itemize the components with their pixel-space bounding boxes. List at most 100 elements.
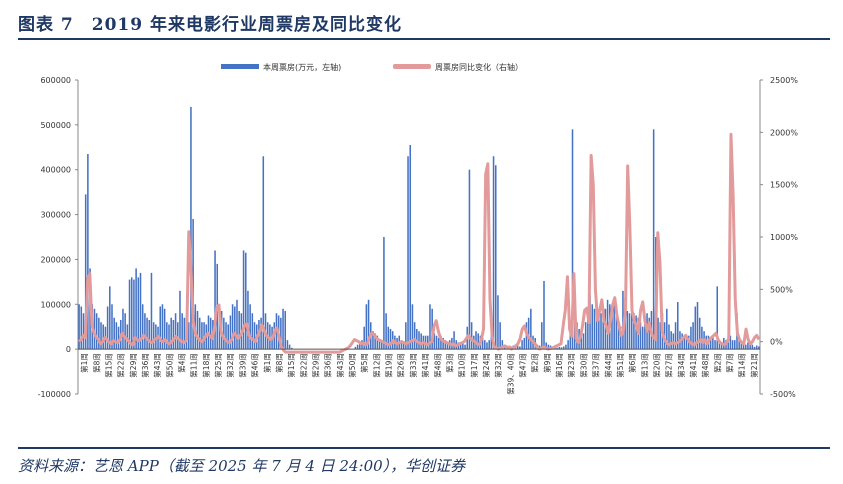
bar: [716, 286, 719, 350]
bar: [135, 268, 137, 350]
x-tick-label: 第50周: [164, 353, 174, 378]
bar: [630, 306, 633, 350]
x-tick-label: 第37周: [591, 353, 601, 378]
bar: [229, 315, 232, 350]
bar: [613, 299, 615, 350]
bar: [82, 313, 85, 350]
x-tick-label: 第4周: [177, 353, 187, 373]
legend-bar-label: 本周票房(万元，左轴): [263, 62, 341, 72]
bar: [709, 337, 712, 350]
bar: [288, 344, 291, 350]
x-tick-label: 第26周: [396, 353, 406, 378]
right-tick-label: 1500%: [770, 181, 798, 190]
bar: [236, 299, 238, 350]
bar: [98, 317, 100, 350]
bar: [464, 344, 466, 350]
bar: [95, 313, 98, 350]
left-tick-label: 0: [66, 345, 71, 354]
x-tick-label: 第30周: [578, 353, 588, 378]
right-tick-label: 2500%: [770, 76, 798, 85]
source-note: 资料来源：艺恩 APP（截至 2025 年 7 月 4 日 24:00），华创证…: [18, 457, 466, 475]
bar: [117, 326, 120, 350]
bar: [363, 326, 365, 350]
bar: [567, 340, 569, 350]
x-tick-label: 第41周: [420, 353, 430, 378]
bar: [115, 322, 118, 350]
bar: [598, 311, 600, 350]
bar: [291, 347, 293, 350]
yoy-change-line: [78, 132, 761, 354]
bar: [128, 279, 131, 350]
bar: [163, 308, 166, 350]
bar: [100, 322, 102, 350]
right-tick-label: 500%: [770, 285, 793, 294]
bar: [648, 317, 651, 350]
bar: [359, 342, 361, 350]
x-tick-label: 第36周: [140, 353, 150, 378]
right-tick-label: 2000%: [770, 128, 798, 137]
x-tick-label: 第36周: [323, 353, 333, 378]
bar: [562, 346, 565, 350]
bar: [547, 344, 550, 350]
bar: [177, 322, 179, 350]
bar: [247, 290, 249, 350]
bar: [521, 340, 523, 350]
bar: [615, 304, 618, 350]
bar: [486, 342, 488, 350]
bar: [209, 317, 212, 350]
bar: [657, 317, 659, 350]
bar: [168, 324, 170, 350]
bar: [446, 342, 449, 350]
bar: [420, 333, 422, 350]
bar: [453, 331, 455, 350]
bar: [109, 286, 111, 350]
x-tick-label: 第48周: [700, 353, 710, 378]
bar: [354, 346, 357, 350]
left-tick-label: 100000: [40, 300, 71, 309]
bar: [280, 317, 282, 350]
bar: [93, 308, 96, 350]
right-y-axis: -500% 0% 500% 1000% 1500% 2000% 2500%: [759, 76, 798, 399]
x-tick-label: 第5周: [359, 353, 369, 373]
bar: [378, 340, 381, 350]
x-tick-label: 第8周: [274, 353, 284, 373]
x-tick-label: 第32周: [493, 353, 503, 378]
x-tick-label: 第22周: [298, 353, 308, 378]
bar: [374, 333, 376, 350]
bar: [641, 326, 644, 350]
bar: [672, 333, 675, 350]
bar: [234, 306, 236, 350]
bar: [718, 340, 721, 350]
bar: [543, 280, 545, 350]
box-office-chart: 本周票房(万元，左轴) 周票房同比变化（右轴） -100000 0 100000 20…: [38, 62, 799, 399]
bar: [435, 335, 438, 350]
x-tick-label: 第18周: [201, 353, 211, 378]
x-tick-label: 第10周: [457, 353, 467, 378]
bar: [148, 319, 151, 350]
bar: [402, 342, 405, 350]
bar: [84, 194, 87, 350]
bar: [477, 333, 479, 350]
bar: [170, 317, 172, 350]
bar: [223, 317, 225, 350]
bar: [440, 335, 442, 350]
bar: [201, 322, 203, 350]
bar: [587, 317, 589, 350]
bar: [751, 344, 754, 350]
bar: [755, 345, 758, 350]
bar: [102, 324, 104, 350]
bar: [198, 317, 201, 350]
bar: [365, 304, 368, 350]
bar: [530, 308, 532, 350]
bar: [677, 302, 679, 350]
source-divider: [18, 447, 830, 449]
bar: [674, 322, 677, 350]
bar: [190, 106, 192, 350]
x-tick-label: 第2周: [530, 353, 540, 373]
right-tick-label: 1000%: [770, 233, 798, 242]
bar: [172, 319, 175, 350]
bar: [635, 315, 637, 350]
bar: [225, 322, 227, 350]
bar: [600, 313, 602, 350]
bar: [286, 340, 289, 350]
